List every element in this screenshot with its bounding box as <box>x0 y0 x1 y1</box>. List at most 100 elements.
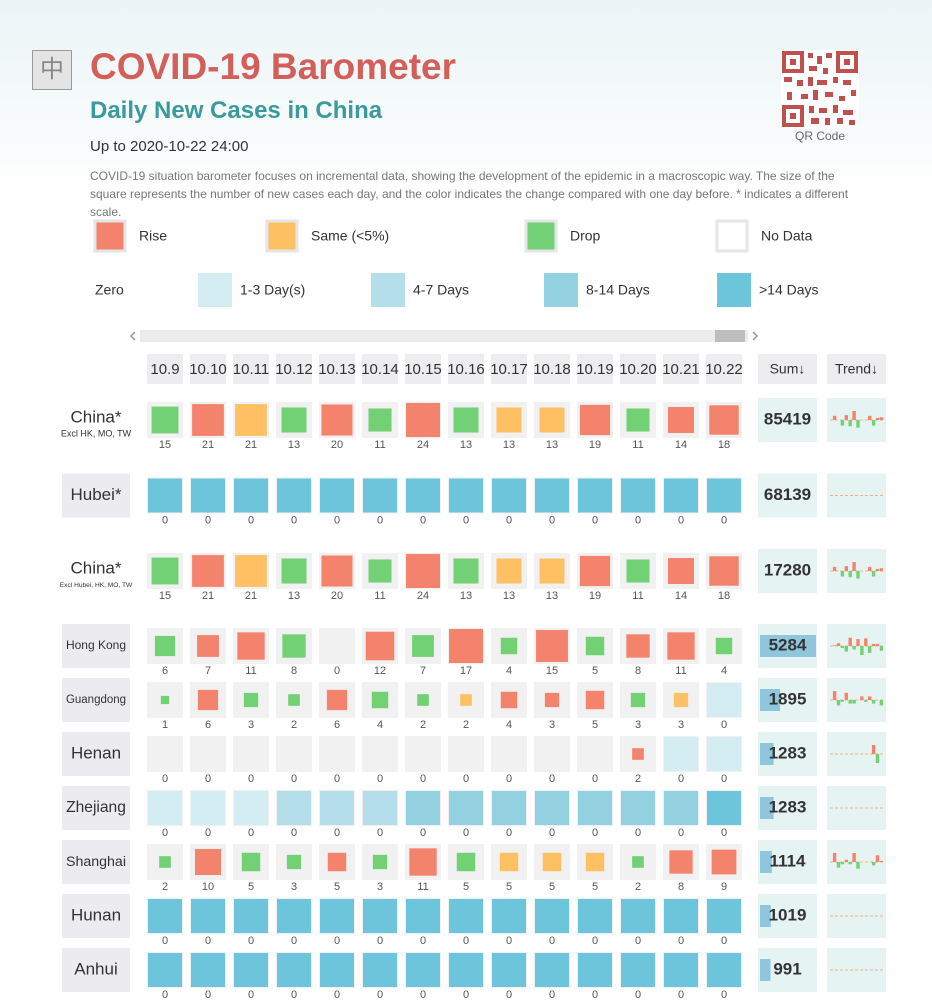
case-count: 5 <box>592 881 598 893</box>
case-square <box>321 555 353 587</box>
cell-bg <box>362 898 398 934</box>
case-square <box>492 899 526 933</box>
case-count: 0 <box>506 935 512 947</box>
case-count: 0 <box>205 514 211 526</box>
trend-bar <box>875 754 880 763</box>
trend-bar <box>840 420 845 426</box>
case-square <box>151 406 179 434</box>
cell-bg <box>405 790 441 826</box>
cell-bg <box>233 477 269 514</box>
trend-bar <box>871 700 876 704</box>
case-count: 0 <box>635 989 641 1001</box>
sum-bar <box>760 743 774 765</box>
scrollbar-track <box>140 330 748 342</box>
cell-bg <box>706 790 742 826</box>
case-count: 8 <box>291 665 297 677</box>
trend-bar <box>840 862 845 865</box>
case-square <box>707 953 741 987</box>
cell-bg <box>362 952 398 988</box>
language-button[interactable]: 中 <box>32 50 72 90</box>
date-header: 10.18 <box>533 361 571 378</box>
case-count: 18 <box>718 590 730 602</box>
case-count: 0 <box>334 773 340 785</box>
row-name-bg <box>62 624 130 668</box>
case-square <box>496 407 522 433</box>
cell-bg <box>706 898 742 934</box>
case-square <box>579 555 611 587</box>
date-header: 10.10 <box>189 361 227 378</box>
case-count: 2 <box>420 719 426 731</box>
case-count: 3 <box>635 719 641 731</box>
qr-code <box>781 50 859 128</box>
case-count: 0 <box>506 989 512 1001</box>
trend-bar <box>864 700 868 702</box>
case-count: 0 <box>721 827 727 839</box>
case-count: 13 <box>288 590 300 602</box>
sum-header[interactable]: Sum↓ <box>770 361 806 377</box>
trend-bar <box>868 696 872 700</box>
cell-bg <box>491 736 527 772</box>
case-count: 0 <box>205 935 211 947</box>
cell-bg <box>577 736 613 772</box>
case-square <box>585 852 605 872</box>
case-count: 0 <box>592 827 598 839</box>
cell-bg <box>448 736 484 772</box>
cell-bg <box>362 736 398 772</box>
cell-bg <box>319 553 355 589</box>
trend-bar <box>856 639 860 646</box>
case-square <box>707 899 741 933</box>
case-count: 0 <box>420 827 426 839</box>
date-header-bg <box>147 354 183 384</box>
cell-bg <box>319 844 355 880</box>
qr-label: QR Code <box>794 129 846 143</box>
case-square <box>500 637 518 655</box>
case-square <box>499 852 519 872</box>
case-count: 13 <box>546 439 558 451</box>
case-square <box>542 852 562 872</box>
legend-label: Zero <box>95 282 124 298</box>
cell-bg <box>405 477 441 514</box>
case-square <box>492 791 526 825</box>
case-square <box>194 848 222 876</box>
case-count: 15 <box>159 590 171 602</box>
cell-bg <box>405 628 441 664</box>
case-count: 0 <box>463 514 469 526</box>
cell-bg <box>190 952 226 988</box>
case-square <box>197 689 219 711</box>
trend-bar <box>848 571 852 578</box>
cell-bg <box>319 790 355 826</box>
cell-bg <box>276 844 312 880</box>
date-header: 10.20 <box>619 361 657 378</box>
row-name: Zhejiang <box>66 799 126 816</box>
case-count: 5 <box>506 881 512 893</box>
trend-bar <box>871 745 876 754</box>
case-count: 24 <box>417 439 429 451</box>
case-square <box>368 559 392 583</box>
cell-bg <box>147 736 183 772</box>
case-count: 0 <box>162 773 168 785</box>
cell-bg <box>663 477 699 514</box>
case-square <box>535 899 569 933</box>
trend-header[interactable]: Trend↓ <box>835 361 878 377</box>
case-square <box>151 557 179 585</box>
cell-bg <box>620 628 656 664</box>
row-name: China* <box>70 558 121 577</box>
row-name-bg <box>62 840 130 884</box>
case-square <box>709 405 739 435</box>
page-title: COVID-19 Barometer <box>90 46 457 87</box>
case-square <box>406 403 440 437</box>
row-name: Anhui <box>74 959 117 978</box>
case-count: 4 <box>506 719 512 731</box>
case-square <box>365 631 395 661</box>
sum-value: 1283 <box>769 743 807 762</box>
trend-bar <box>844 859 848 862</box>
case-count: 3 <box>377 881 383 893</box>
case-square <box>535 953 569 987</box>
description: COVID-19 situation barometer focuses on … <box>90 169 849 219</box>
row-name: China* <box>70 407 121 426</box>
case-square <box>154 635 176 657</box>
sum-bg <box>758 786 817 830</box>
date-header-bg <box>534 354 570 384</box>
case-square <box>191 899 225 933</box>
date-header-bg <box>233 354 269 384</box>
